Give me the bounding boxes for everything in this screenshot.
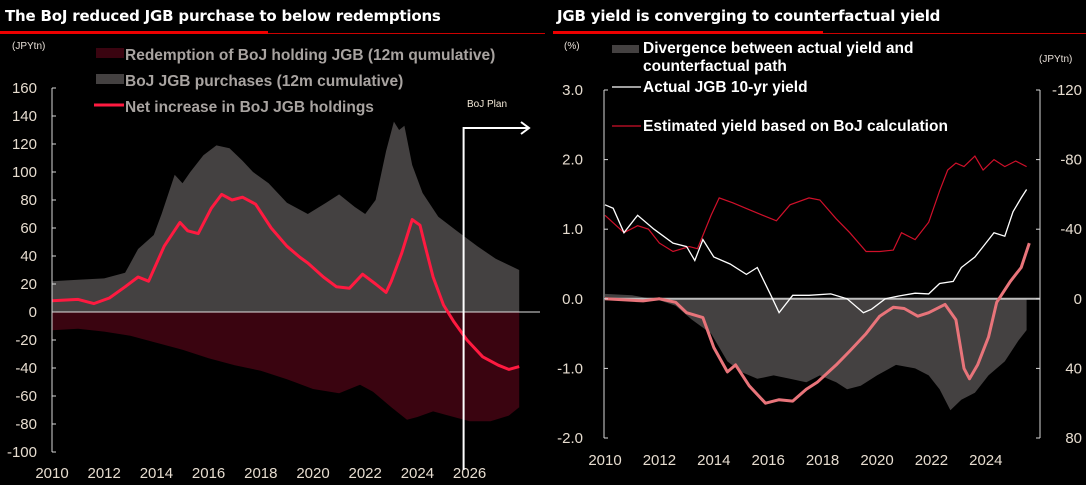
y-tick-label: 100 (12, 164, 37, 181)
legend-label: Net increase in BoJ JGB holdings (125, 99, 374, 116)
y-tick-label: 20 (20, 276, 37, 293)
boj-plan-arrow (462, 127, 528, 470)
legend-swatch-purchases (96, 74, 124, 84)
arrow-head-icon (520, 121, 531, 135)
y-tick-label: -80 (15, 416, 37, 433)
legend-swatch-redemption (96, 48, 124, 58)
right-chart-title: JGB yield is converging to counterfactua… (557, 7, 941, 25)
right-y-unit: (%) (564, 41, 580, 52)
y-tick-label: 0 (29, 304, 37, 321)
y-tick-label: 40 (20, 248, 37, 265)
purchases-area (52, 121, 520, 312)
x-tick-label: 2014 (140, 465, 173, 482)
right-panel: JGB yield is converging to counterfactua… (545, 0, 1086, 485)
y-tick-label: -60 (15, 388, 37, 405)
right-title-rule-accent (553, 31, 823, 34)
left-title-rule (268, 33, 545, 34)
x-tick-label: 2016 (192, 465, 225, 482)
x-tick-label: 2012 (88, 465, 121, 482)
redemption-area (52, 312, 520, 422)
y-tick-label: 120 (12, 136, 37, 153)
x-tick-label: 2020 (296, 465, 329, 482)
x-tick-label: 2010 (35, 465, 68, 482)
x-tick-label: 2026 (453, 465, 486, 482)
legend-label: BoJ JGB purchases (12m cumulative) (125, 73, 403, 90)
legend-label: Redemption of BoJ holding JGB (12m qumul… (125, 47, 495, 64)
x-tick-label: 2024 (401, 465, 434, 482)
left-title-rule-accent (0, 31, 268, 34)
y-tick-label: -100 (7, 444, 37, 461)
x-tick-label: 2022 (349, 465, 382, 482)
net-increase-line (51, 192, 520, 371)
right-title-rule (823, 33, 1086, 34)
y-tick-label: -40 (15, 360, 37, 377)
left-chart: 160 140 120 100 80 60 40 20 0 -20 -40 -60 -80 -100 201… (7, 47, 540, 482)
boj-plan-label: BoJ Plan (467, 99, 507, 110)
left-panel: The BoJ reduced JGB purchase to below re… (0, 7, 545, 52)
y-tick-label: -20 (15, 332, 37, 349)
right-y2-unit: (JPYtn) (1039, 54, 1073, 65)
left-y-unit: (JPYtn) (12, 41, 46, 52)
x-tick-label: 2018 (244, 465, 277, 482)
left-chart-title: The BoJ reduced JGB purchase to below re… (5, 7, 441, 25)
y-tick-label: 140 (12, 108, 37, 125)
y-tick-label: 80 (20, 192, 37, 209)
y-tick-label: 60 (20, 220, 37, 237)
y-tick-label: 160 (12, 80, 37, 97)
